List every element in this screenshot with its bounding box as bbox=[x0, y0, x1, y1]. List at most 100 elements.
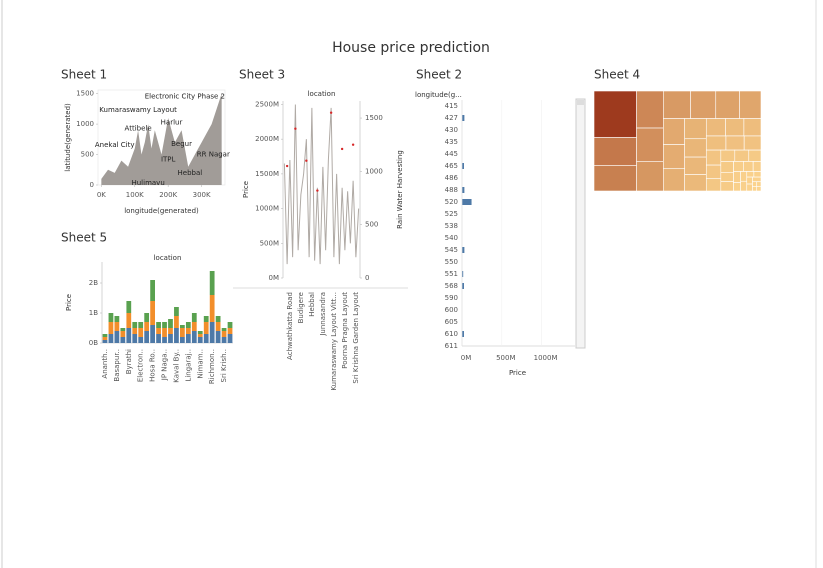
bar-segment bbox=[227, 322, 233, 328]
x-tick-label: Achwathkatta Road bbox=[286, 292, 294, 360]
treemap-cell bbox=[739, 90, 762, 119]
bar-segment bbox=[114, 316, 120, 322]
dot bbox=[351, 143, 355, 146]
annotation: Hulimavu bbox=[131, 179, 164, 187]
treemap-cell bbox=[684, 156, 707, 175]
line bbox=[283, 104, 360, 265]
bar-segment bbox=[102, 340, 108, 343]
bar-segment bbox=[168, 328, 173, 334]
y-axis-title: latitude(generated) bbox=[64, 103, 72, 172]
treemap-cell bbox=[756, 186, 762, 192]
x-axis-title: longitude(generated) bbox=[124, 207, 199, 215]
treemap-cell bbox=[715, 90, 740, 119]
treemap-cell bbox=[663, 168, 685, 192]
y-tick-label: 550 bbox=[445, 258, 458, 266]
bar-segment bbox=[132, 328, 138, 334]
sheet-title: Sheet 5 bbox=[61, 231, 107, 245]
x-tick-label: Budigere bbox=[297, 292, 305, 323]
y-axis-title: Price bbox=[242, 181, 250, 198]
y-axis-header: longitude(g... bbox=[415, 91, 462, 99]
y-tick-label: 538 bbox=[445, 222, 458, 230]
dot bbox=[316, 189, 319, 192]
bar-segment bbox=[191, 331, 197, 343]
y-tick-label: 2500M bbox=[255, 100, 279, 108]
x-tick-label: Basapur.. bbox=[113, 349, 121, 382]
bar-segment bbox=[162, 337, 167, 343]
annotation: Anekal City bbox=[95, 141, 135, 149]
x-tick-label: Junnasandra bbox=[319, 292, 327, 337]
bar-segment bbox=[191, 313, 197, 322]
annotation: Hebbal bbox=[178, 169, 203, 177]
treemap-cell bbox=[743, 161, 754, 172]
area bbox=[101, 93, 222, 185]
bar-segment bbox=[126, 313, 132, 328]
bar bbox=[462, 271, 464, 277]
x-tick-label: Electron.. bbox=[137, 349, 145, 382]
x-tick-label: Sri Krishna Garden Layout bbox=[352, 292, 360, 384]
x-tick-label: Hosa Ro.. bbox=[149, 349, 157, 382]
y-tick-label: 2B bbox=[89, 279, 98, 287]
bar-segment bbox=[132, 334, 138, 343]
y-tick-label: 0 bbox=[90, 181, 94, 189]
bar-segment bbox=[144, 322, 150, 331]
y-tick-label: 465 bbox=[445, 162, 458, 170]
y-tick-label: 1000M bbox=[255, 205, 279, 213]
treemap-cell bbox=[733, 171, 741, 183]
y-axis-title: Price bbox=[65, 294, 73, 311]
y-tick-label: 415 bbox=[445, 102, 458, 110]
bar-segment bbox=[102, 337, 108, 340]
bar-segment bbox=[108, 322, 114, 334]
dot bbox=[285, 164, 289, 168]
x-tick-label: 200K bbox=[159, 191, 177, 199]
dashboard-title: House price prediction bbox=[332, 40, 490, 56]
y-tick-label: 551 bbox=[445, 270, 458, 278]
treemap-cell bbox=[705, 118, 726, 137]
treemap-cell bbox=[636, 90, 664, 129]
bar-segment bbox=[203, 334, 209, 343]
treemap-cell bbox=[720, 149, 736, 162]
dot bbox=[294, 127, 297, 130]
y-tick-label: 1B bbox=[89, 309, 98, 317]
treemap-cell bbox=[636, 127, 664, 162]
annotation: ITPL bbox=[161, 155, 176, 163]
bar-segment bbox=[156, 322, 161, 328]
treemap-cell bbox=[753, 171, 762, 178]
treemap-cell bbox=[663, 90, 691, 119]
bar-segment bbox=[180, 328, 185, 337]
bar bbox=[462, 283, 464, 289]
bar-segment bbox=[162, 322, 167, 328]
annotation: Attibele bbox=[125, 124, 152, 132]
x-tick-label: 1000M bbox=[534, 354, 558, 362]
treemap-cell bbox=[663, 144, 685, 170]
scroll-thumb[interactable] bbox=[577, 100, 584, 105]
bar-segment bbox=[102, 334, 108, 337]
x-tick-label: 500M bbox=[496, 354, 515, 362]
treemap-cell bbox=[705, 178, 722, 192]
y-tick-label: 1500 bbox=[76, 90, 94, 98]
annotation: RR Nagar bbox=[197, 151, 230, 159]
bar-segment bbox=[185, 328, 191, 334]
bar-segment bbox=[144, 331, 150, 343]
treemap-cell bbox=[746, 176, 753, 185]
bar-segment bbox=[180, 325, 185, 328]
bar-segment bbox=[108, 334, 114, 343]
bar-segment bbox=[197, 331, 203, 334]
y-tick-label: 600 bbox=[445, 306, 458, 314]
annotation: Kumaraswamy Layout bbox=[99, 106, 177, 114]
dot bbox=[340, 147, 344, 151]
treemap-cell bbox=[733, 161, 744, 172]
x-tick-label: 300K bbox=[193, 191, 211, 199]
y-tick-label: 545 bbox=[445, 246, 458, 254]
bar bbox=[462, 163, 464, 169]
treemap-cell bbox=[733, 182, 741, 192]
scrollbar[interactable] bbox=[575, 98, 586, 349]
bar-segment bbox=[209, 295, 215, 322]
x-tick-label: Ananth.. bbox=[101, 349, 109, 379]
treemap-cell bbox=[752, 161, 762, 172]
y-tick-label: 520 bbox=[445, 198, 458, 206]
bar-segment bbox=[162, 328, 167, 337]
x-tick-label: Richmon.. bbox=[208, 349, 216, 384]
bar bbox=[462, 247, 465, 253]
x-axis-title: Price bbox=[509, 369, 526, 377]
